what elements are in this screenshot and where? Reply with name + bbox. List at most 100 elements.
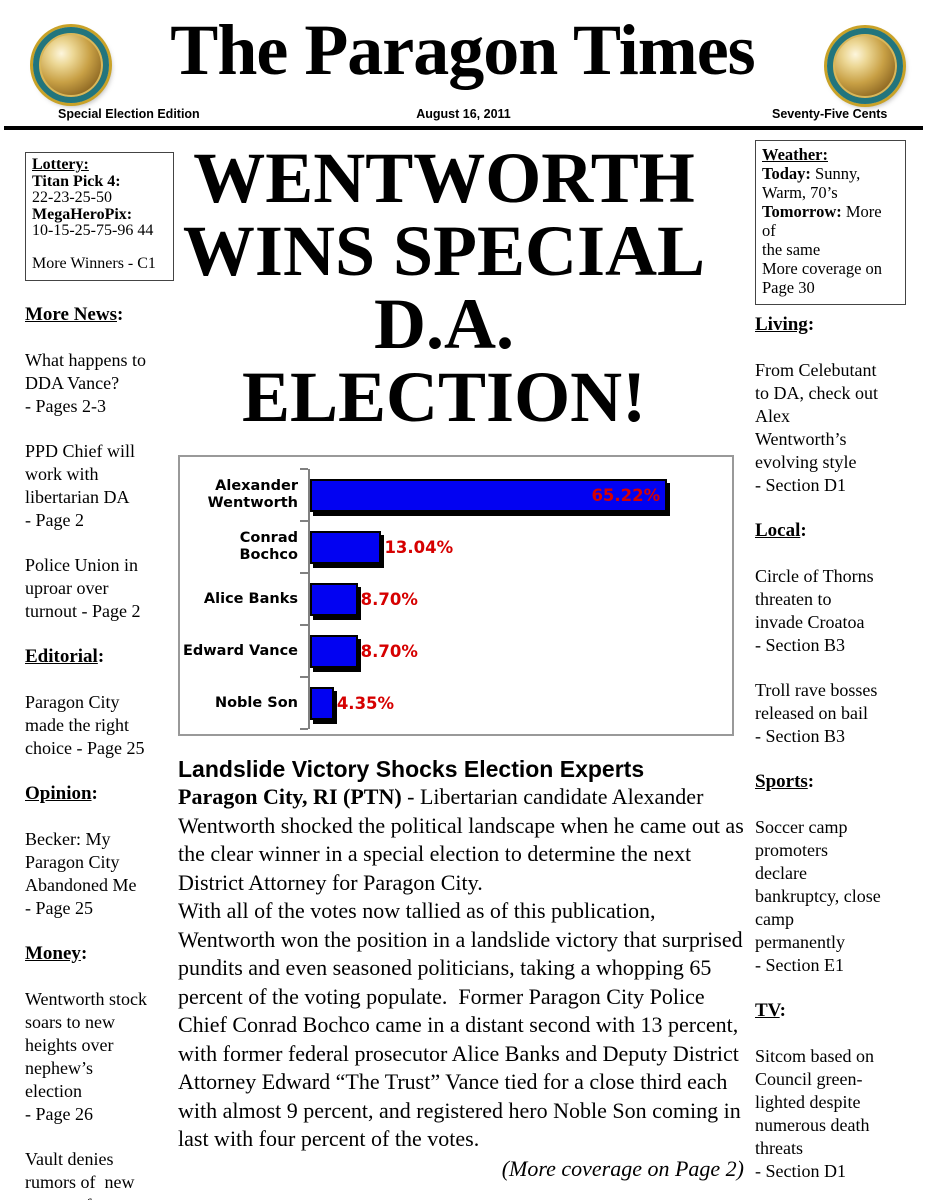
info-box-line: More coverage on <box>762 259 883 278</box>
chart-plot-area: 8.70% <box>300 624 732 677</box>
sidebar-section-local: Local: Circle of Thorns threaten to invad… <box>755 519 906 748</box>
sidebar-section-opinion: Opinion: Becker: My Paragon City Abandone… <box>25 782 174 920</box>
chart-value-label: 13.04% <box>384 537 454 557</box>
sidebar-section-more-news: More News: What happens to DDA Vance? - P… <box>25 303 174 623</box>
chart-category-label: Alexander Wentworth <box>207 478 298 511</box>
info-box-line: Titan Pick 4: <box>32 172 167 191</box>
article-paragraph-1-text: - Libertarian candidate Alexander Wentwo… <box>178 784 750 895</box>
article-body: Paragon City, RI (PTN) - Libertarian can… <box>178 783 744 1182</box>
info-box-line: the same <box>762 240 821 259</box>
section-heading: Money: <box>25 942 88 964</box>
info-box-line: 22-23-25-50 <box>32 189 112 206</box>
lottery-lines: Titan Pick 4: 22-23-25-50 MegaHeroPix: 10-1… <box>32 172 167 273</box>
globe-icon <box>33 27 109 103</box>
weather-lines: Today: Sunny, Warm, 70’s Tomorrow: More of… <box>762 164 899 297</box>
info-box-label: Tomorrow: <box>762 202 842 221</box>
section-heading: Local: <box>755 520 807 541</box>
section-heading-text: More News <box>25 303 117 325</box>
chart-value-label: 65.22% <box>591 485 661 505</box>
chart-category-label: Conrad Bochco <box>239 530 299 563</box>
section-heading: TV: <box>755 1000 786 1021</box>
sidebar-section-money: Money: Wentworth stock soars to new heigh… <box>25 942 174 1200</box>
section-heading-text: Sports <box>755 771 808 792</box>
chart-category-label: Alice Banks <box>203 590 298 607</box>
date-label: August 16, 2011 <box>416 107 511 121</box>
section-heading-text: Local <box>755 520 801 541</box>
chart-value-label: 8.70% <box>360 641 418 661</box>
chart-plot-area: 4.35% <box>300 676 732 730</box>
info-box-line: More Winners - C1 <box>32 255 156 272</box>
info-box-label: Titan Pick 4: <box>32 172 121 190</box>
info-box-line: 10-15-25-75-96 44 <box>32 222 154 239</box>
right-sections: Living: From Celebutant to DA, check out … <box>755 313 906 1200</box>
lottery-title: Lottery: <box>32 156 89 173</box>
sidebar-section-editorial: Editorial: Paragon City made the right ch… <box>25 645 174 760</box>
chart-row: Alexander Wentworth 65.22% <box>180 468 732 521</box>
left-sidebar: Lottery: Titan Pick 4: 22-23-25-50 MegaHer… <box>25 152 174 1200</box>
left-sections: More News: What happens to DDA Vance? - P… <box>25 303 174 1200</box>
section-heading: Sports: <box>755 771 815 792</box>
chart-row: Conrad Bochco 13.04% <box>180 520 732 573</box>
section-heading: Editorial: <box>25 645 105 667</box>
section-item: Paragon City made the right choice - Pag… <box>25 691 145 758</box>
chart-bar <box>310 582 358 616</box>
masthead-divider <box>4 126 923 130</box>
lottery-box: Lottery: Titan Pick 4: 22-23-25-50 MegaHer… <box>25 152 174 281</box>
section-item: From Celebutant to DA, check out Alex We… <box>755 360 878 495</box>
section-item: Soccer camp promoters declare bankruptcy… <box>755 817 881 975</box>
section-item: What happens to DDA Vance? - Pages 2-3 <box>25 349 146 416</box>
chart-bar <box>310 478 668 512</box>
right-sidebar: Weather: Today: Sunny, Warm, 70’s Tomorrow… <box>755 140 906 1200</box>
info-box-label: Today: <box>762 164 811 183</box>
chart-category-label: Noble Son <box>214 694 298 711</box>
sidebar-section-living: Living: From Celebutant to DA, check out … <box>755 313 906 497</box>
masthead-title: The Paragon Times <box>170 10 755 90</box>
section-item: Becker: My Paragon City Abandoned Me - P… <box>25 828 137 918</box>
section-item: PPD Chief will work with libertarian DA … <box>25 440 136 530</box>
section-item: Police Union in uproar over turnout - Pa… <box>25 554 141 621</box>
chart-row: Alice Banks 8.70% <box>180 572 732 625</box>
section-heading: More News: <box>25 303 124 325</box>
chart-plot-area: 13.04% <box>300 520 732 573</box>
weather-box: Weather: Today: Sunny, Warm, 70’s Tomorrow… <box>755 140 906 305</box>
section-heading-text: Living <box>755 314 808 335</box>
chart-bar <box>310 634 358 668</box>
more-coverage-note: (More coverage on Page 2) <box>501 1155 744 1181</box>
sidebar-section-sports: Sports: Soccer camp promoters declare ban… <box>755 770 906 977</box>
info-box-line: Warm, 70’s <box>762 183 838 202</box>
section-item: Wentworth stock soars to new heights ove… <box>25 988 148 1124</box>
chart-row: Noble Son 4.35% <box>180 676 732 730</box>
chart-plot-area: 8.70% <box>300 572 732 625</box>
info-box-line: MegaHeroPix: <box>32 205 167 224</box>
main-story: WENTWORTH WINS SPECIAL D.A. ELECTION! Al… <box>178 142 744 1182</box>
info-box-line: Tomorrow: More of <box>762 202 882 240</box>
sidebar-section-tv: TV: Sitcom based on Council green- lighte… <box>755 999 906 1200</box>
section-heading-text: Opinion <box>25 782 92 804</box>
weather-title: Weather: <box>762 145 828 164</box>
chart-value-label: 4.35% <box>336 693 395 713</box>
info-box-label: MegaHeroPix: <box>32 205 133 223</box>
chart-value-label: 8.70% <box>360 589 418 609</box>
info-box-line: Page 30 <box>762 278 815 297</box>
edition-label: Special Election Edition <box>58 107 200 121</box>
chart-bar <box>310 686 334 720</box>
chart-rows: Alexander Wentworth 65.22% Conrad Bochco 13… <box>180 468 732 730</box>
section-item: Vault denies rumors of new account fees … <box>25 1148 135 1200</box>
article-dateline: Paragon City, RI (PTN) <box>178 784 402 809</box>
article-paragraph-1: Paragon City, RI (PTN) - Libertarian can… <box>178 783 744 897</box>
section-item: Circle of Thorns threaten to invade Croa… <box>755 566 874 655</box>
info-box-line <box>32 240 167 257</box>
chart-plot-area: 65.22% <box>300 468 732 521</box>
chart-bar <box>310 530 382 564</box>
section-item: Sitcom based on Council green- lighted d… <box>755 1046 874 1181</box>
section-heading-text: Money <box>25 942 81 964</box>
section-heading-text: TV <box>755 1000 780 1021</box>
section-heading-text: Editorial <box>25 645 98 667</box>
section-item: Troll rave bosses released on bail - Sec… <box>755 680 878 746</box>
section-heading: Opinion: <box>25 782 98 804</box>
subheadline: Landslide Victory Shocks Election Expert… <box>178 756 645 782</box>
globe-icon <box>827 28 903 104</box>
chart-row: Edward Vance 8.70% <box>180 624 732 677</box>
section-heading: Living: <box>755 314 815 335</box>
